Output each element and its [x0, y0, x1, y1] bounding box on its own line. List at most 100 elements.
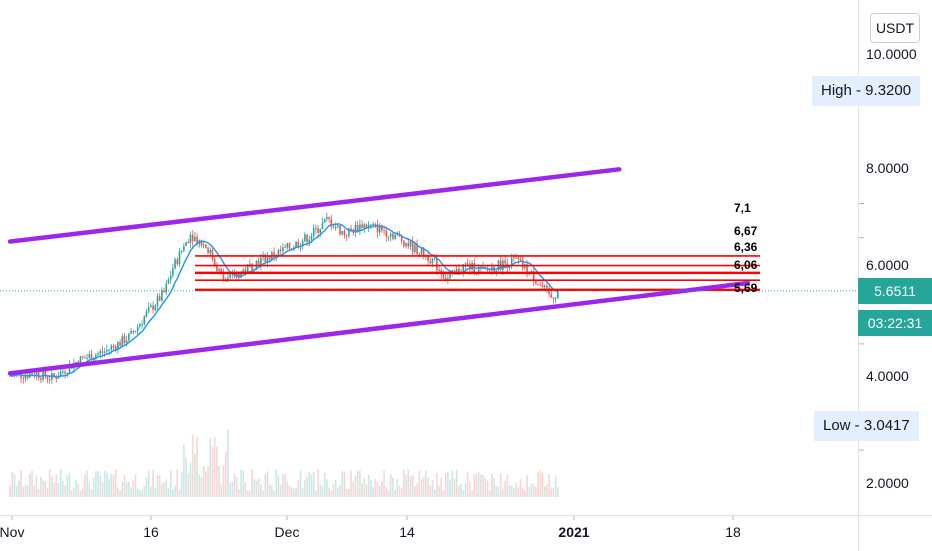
volume-bar	[528, 487, 531, 497]
volume-bar	[211, 446, 214, 497]
volume-bar	[70, 490, 73, 497]
candle-body	[389, 233, 392, 237]
volume-bar	[191, 434, 194, 497]
volume-bar	[130, 487, 132, 497]
time-axis[interactable]	[0, 515, 858, 551]
volume-bar	[29, 473, 31, 497]
candle-body	[75, 361, 77, 363]
candle-body	[312, 228, 315, 237]
volume-bar	[308, 471, 311, 497]
volume-bar	[99, 476, 102, 497]
candle-body	[429, 261, 432, 264]
volume-bar	[147, 470, 150, 497]
volume-bar	[339, 485, 341, 497]
volume-bar	[13, 473, 16, 497]
candle-body	[249, 263, 251, 265]
volume-bar	[51, 476, 53, 497]
volume-bar	[510, 485, 513, 497]
candle-body	[218, 268, 220, 271]
volume-bar	[222, 465, 225, 497]
candle-body	[22, 378, 25, 380]
volume-bar	[323, 472, 326, 497]
volume-bar	[249, 490, 251, 497]
candle-body	[304, 234, 306, 242]
time-tick-label: 16	[143, 524, 159, 540]
volume-bar	[488, 490, 491, 497]
volume-bar	[238, 489, 240, 497]
volume-bar	[200, 476, 203, 497]
volume-bar	[557, 487, 559, 497]
volume-bar	[460, 483, 462, 497]
volume-bar	[482, 474, 484, 497]
candle-body	[337, 225, 339, 228]
volume-bar	[541, 472, 544, 497]
volume-bar	[286, 481, 289, 497]
volume-bar	[513, 488, 515, 497]
candle-body	[132, 331, 135, 333]
candle-body	[403, 240, 405, 247]
candle-body	[95, 355, 97, 359]
volume-bar	[535, 486, 537, 497]
volume-bar	[180, 472, 183, 497]
level-label: 6,36	[734, 240, 758, 254]
volume-bar	[108, 478, 110, 497]
volume-bar	[198, 474, 201, 497]
currency-button[interactable]: USDT	[870, 13, 920, 43]
volume-bar	[422, 476, 425, 497]
candle-body	[79, 356, 82, 366]
volume-bar	[68, 472, 71, 497]
volume-bar	[530, 483, 533, 497]
candle-body	[150, 305, 152, 308]
time-tick-label: 14	[399, 524, 415, 540]
volume-bar	[44, 481, 47, 497]
candle-body	[46, 376, 49, 380]
candle-body	[185, 242, 187, 247]
volume-bar	[304, 480, 306, 497]
candle-body	[330, 219, 333, 227]
volume-bar	[273, 490, 275, 497]
candle-body	[436, 258, 438, 271]
candle-body	[535, 280, 537, 284]
volume-bar	[546, 483, 548, 497]
candle-body	[260, 257, 262, 265]
volume-bar	[18, 480, 20, 497]
candle-body	[37, 372, 40, 379]
volume-bar	[218, 466, 220, 497]
candle-body	[420, 247, 423, 255]
channel-lower-line	[7, 280, 751, 376]
candle-body	[407, 243, 410, 247]
volume-bar	[394, 489, 396, 497]
volume-bar	[312, 471, 315, 497]
volume-bar	[361, 483, 363, 497]
level-label: 6,06	[734, 258, 758, 272]
candle-body	[464, 263, 467, 265]
candle-body	[462, 264, 465, 272]
volume-bar	[194, 453, 196, 497]
volume-bar	[15, 485, 18, 497]
volume-bar	[293, 488, 295, 497]
volume-bar	[425, 470, 427, 497]
volume-bar	[506, 474, 509, 497]
candle-body	[172, 268, 174, 276]
volume-bar	[92, 477, 95, 497]
volume-bar	[121, 482, 124, 497]
volume-bar	[517, 486, 520, 497]
volume-bar	[163, 482, 165, 497]
candle-body	[532, 271, 535, 281]
candle-body	[394, 234, 396, 239]
candle-body	[266, 256, 269, 262]
price-axis[interactable]	[858, 0, 932, 515]
price-tick-label: 6.0000	[866, 257, 909, 273]
volume-bar	[475, 474, 478, 497]
volume-bar	[77, 484, 80, 497]
volume-bar	[90, 489, 93, 497]
volume-bar	[48, 469, 51, 497]
time-tick-label: 18	[725, 524, 741, 540]
candle-body	[469, 263, 471, 270]
candle-body	[550, 293, 553, 298]
volume-bar	[255, 480, 258, 497]
volume-bar	[174, 485, 176, 497]
candle-body	[264, 254, 267, 262]
volume-bar	[464, 482, 467, 497]
